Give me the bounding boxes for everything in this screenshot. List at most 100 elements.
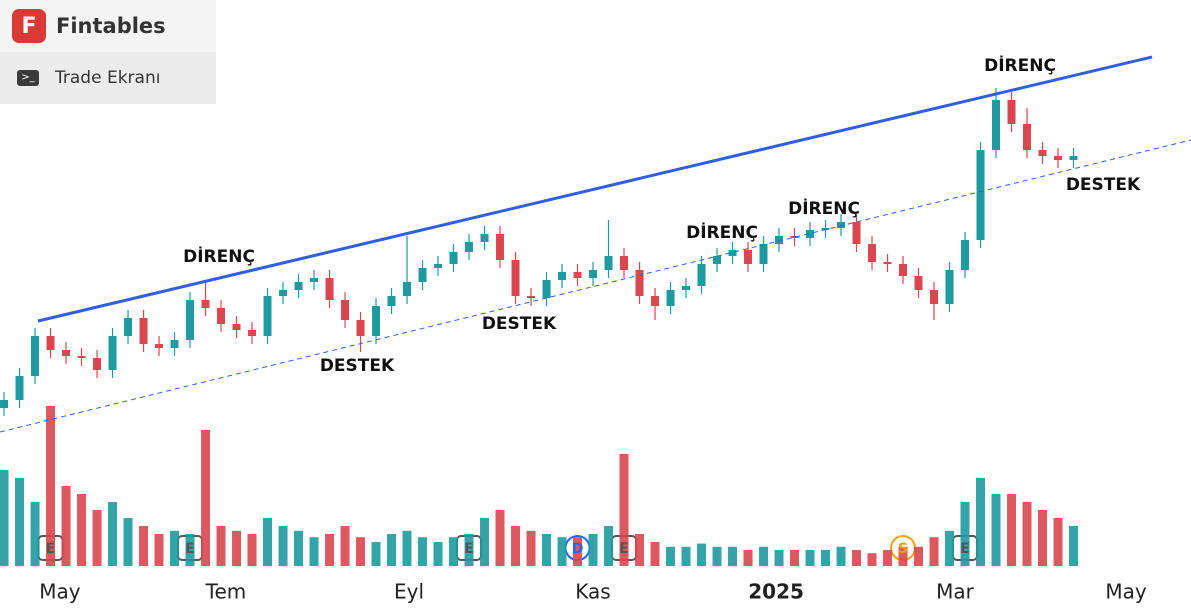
event-label: S (898, 541, 908, 557)
volume-bar (371, 542, 381, 566)
x-tick-label: Mar (936, 580, 975, 604)
x-tick-label: May (39, 580, 81, 604)
volume-bar (325, 534, 335, 566)
volume-bar (247, 534, 257, 566)
volume-bar (619, 454, 629, 566)
volume-bar (309, 537, 319, 566)
menu-label: Trade Ekranı (55, 68, 161, 88)
volume-bar (449, 537, 459, 566)
logo: F (12, 9, 46, 43)
volume-bar (1022, 502, 1032, 566)
volume-bar (743, 550, 753, 566)
volume-bar (46, 406, 56, 566)
volume-bar (728, 546, 738, 566)
volume-bar (914, 546, 924, 566)
menu-item[interactable]: >_ Trade Ekranı (0, 52, 216, 104)
volume-bar (526, 530, 536, 566)
volume-bar (991, 494, 1001, 566)
volume-bar (759, 546, 769, 566)
volume-bar (929, 537, 939, 566)
volume-bar (185, 534, 195, 566)
volume-bar (340, 526, 350, 566)
volume-bar (588, 534, 598, 566)
volume-bar (945, 530, 955, 566)
x-tick-label: 2025 (748, 580, 804, 604)
annotation: DESTEK (482, 314, 557, 334)
volume-bar (635, 534, 645, 566)
volume-bar (418, 537, 428, 566)
annotation: DİRENÇ (984, 54, 1056, 76)
volume-bar (960, 502, 970, 566)
x-tick-label: Eyl (394, 580, 424, 604)
annotation: DESTEK (1066, 175, 1141, 195)
x-tick-label: Kas (575, 580, 610, 604)
volume-bar (433, 542, 443, 566)
volume-bar (356, 537, 366, 566)
volume-bar (774, 550, 784, 566)
volume-bar (464, 534, 474, 566)
volume-bar (480, 518, 490, 566)
event-label: E (464, 541, 474, 557)
volume-bar (821, 550, 831, 566)
annotation: DİRENÇ (788, 197, 860, 219)
volume-bar (1007, 494, 1017, 566)
volume-bar (542, 534, 552, 566)
annotation: DESTEK (320, 356, 395, 376)
volume-bar (712, 546, 722, 566)
volume-bar (805, 550, 815, 566)
support-line (0, 139, 1191, 433)
volume-bar (61, 486, 71, 566)
volume-bar (263, 518, 273, 566)
volume-bar (1069, 526, 1079, 566)
event-label: E (46, 541, 56, 557)
volume-bar (836, 546, 846, 566)
volume-bar (15, 478, 25, 566)
volume-bar (1038, 510, 1048, 566)
volume-bar (573, 537, 583, 566)
volume-bar (681, 546, 691, 566)
volume-bar (557, 537, 567, 566)
volume-bar (216, 526, 226, 566)
volume-bar (790, 550, 800, 566)
volume-bar (294, 530, 304, 566)
x-tick-label: May (1105, 580, 1147, 604)
brand[interactable]: F Fintables (0, 0, 216, 52)
volume-bar (201, 430, 211, 566)
terminal-icon: >_ (17, 70, 39, 86)
volume-bar (1053, 518, 1063, 566)
volume-bar (402, 530, 412, 566)
volume-bar (139, 526, 149, 566)
event-label: E (619, 541, 629, 557)
volume-bar (77, 494, 87, 566)
event-label: E (185, 541, 195, 557)
volume-bar (232, 530, 242, 566)
volume-bar (650, 542, 660, 566)
volume-bar (898, 546, 908, 566)
volume-bar (697, 543, 707, 566)
event-label: D (572, 541, 584, 557)
volume-bar (867, 553, 877, 566)
annotation: DİRENÇ (183, 245, 255, 267)
volume-bar (170, 530, 180, 566)
resistance-line (37, 55, 1153, 323)
volume-bar (387, 534, 397, 566)
volume-bar (604, 526, 614, 566)
sidebar: F Fintables >_ Trade Ekranı (0, 0, 216, 104)
volume-bar (666, 546, 676, 566)
volume-bar (92, 510, 102, 566)
x-tick-label: Tem (205, 580, 247, 604)
volume-bar (852, 550, 862, 566)
volume-bar (278, 526, 288, 566)
volume-bar (883, 550, 893, 566)
volume-bar (30, 502, 40, 566)
volume-bar (976, 478, 986, 566)
annotation: DİRENÇ (686, 221, 758, 243)
volume-bar (0, 470, 9, 566)
volume-bar (108, 502, 118, 566)
volume-bar (511, 526, 521, 566)
event-label: E (960, 541, 970, 557)
brand-name: Fintables (56, 14, 166, 38)
volume-bar (123, 518, 133, 566)
